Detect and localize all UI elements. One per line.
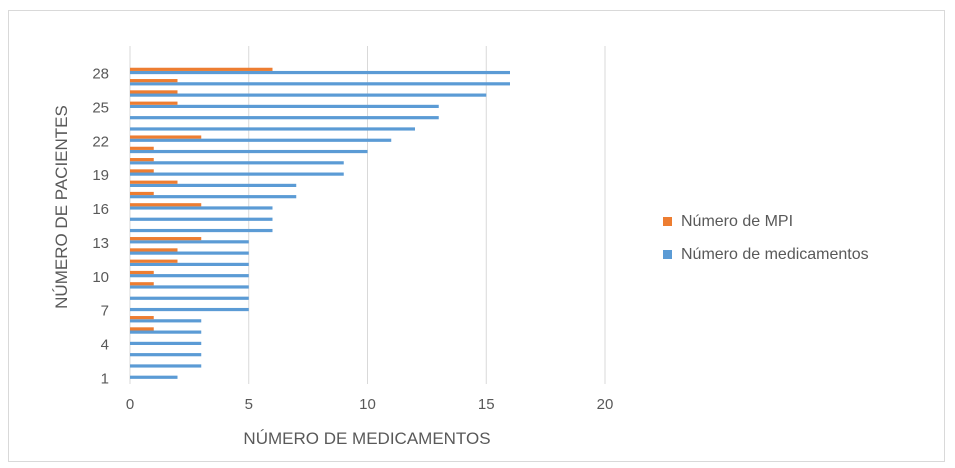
legend-label-mpi: Número de MPI [681,213,793,230]
bar-medicamentos-2 [130,364,202,368]
bar-mpi-28 [130,67,273,71]
bar-medicamentos-10 [130,274,249,278]
bar-medicamentos-4 [130,341,202,345]
y-tick-label-10: 10 [92,269,109,286]
y-tick-label-25: 25 [92,100,109,117]
x-tick-label-0: 0 [126,396,134,413]
bar-mpi-6 [130,316,154,320]
bar-medicamentos-27 [130,82,510,86]
bar-medicamentos-5 [130,330,202,334]
legend-swatch-medicamentos [663,250,672,259]
x-tick-label-20: 20 [597,396,614,413]
bar-mpi-13 [130,237,202,241]
y-tick-label-13: 13 [92,235,109,252]
bar-medicamentos-7 [130,307,249,312]
bar-medicamentos-11 [130,262,249,266]
bar-mpi-9 [130,282,154,286]
x-axis-title: NÚMERO DE MEDICAMENTOS [243,429,490,448]
bar-medicamentos-25 [130,104,439,108]
bar-medicamentos-21 [130,149,368,154]
bar-medicamentos-3 [130,353,202,357]
bar-medicamentos-1 [130,375,178,379]
y-tick-label-28: 28 [92,66,109,83]
bar-mpi-17 [130,191,154,196]
y-tick-label-7: 7 [101,303,109,320]
bar-medicamentos-20 [130,161,344,165]
y-tick-label-1: 1 [101,370,109,387]
bar-mpi-27 [130,79,178,83]
bar-medicamentos-8 [130,296,249,300]
bar-mpi-16 [130,203,202,207]
y-tick-label-4: 4 [101,337,109,354]
bar-medicamentos-19 [130,172,344,176]
bar-medicamentos-6 [130,319,202,323]
bar-mpi-22 [130,135,202,139]
bar-medicamentos-12 [130,251,249,255]
bar-medicamentos-18 [130,183,297,187]
x-tick-label-10: 10 [359,396,376,413]
bar-medicamentos-9 [130,285,249,289]
legend-swatch-mpi [663,217,672,226]
bar-mpi-18 [130,180,178,184]
bar-mpi-25 [130,101,178,105]
x-tick-label-5: 5 [245,396,253,413]
bar-medicamentos-23 [130,127,415,131]
bar-mpi-20 [130,158,154,162]
bar-medicamentos-17 [130,195,297,199]
bar-mpi-21 [130,146,154,150]
y-tick-label-19: 19 [92,167,109,184]
bar-medicamentos-14 [130,228,273,233]
bar-medicamentos-28 [130,70,510,75]
y-tick-label-16: 16 [92,201,109,218]
bar-medicamentos-24 [130,116,439,120]
bar-medicamentos-22 [130,138,392,142]
bar-mpi-19 [130,169,154,173]
bar-mpi-26 [130,90,178,94]
bar-medicamentos-13 [130,240,249,244]
x-tick-label-15: 15 [478,396,495,413]
legend-label-medicamentos: Número de medicamentos [681,246,869,263]
bar-medicamentos-16 [130,206,273,210]
bar-mpi-5 [130,327,154,331]
bar-mpi-10 [130,270,154,275]
y-axis-title: NÚMERO DE PACIENTES [52,105,71,309]
bar-medicamentos-15 [130,217,273,221]
y-tick-label-22: 22 [92,133,109,150]
bar-medicamentos-26 [130,93,487,97]
bar-mpi-11 [130,259,178,263]
bar-mpi-12 [130,248,178,252]
